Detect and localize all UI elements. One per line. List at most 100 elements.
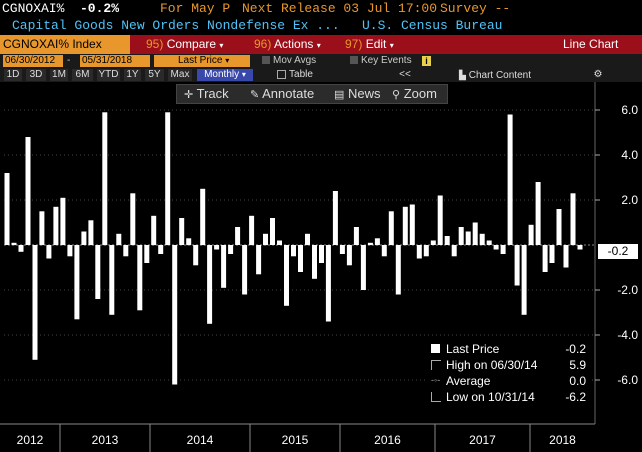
legend-high: High on 06/30/14 5.9 xyxy=(426,357,590,373)
bar xyxy=(542,245,548,272)
x-year-label: 2012 xyxy=(17,433,44,447)
period-button-5y[interactable]: 5Y xyxy=(145,69,164,81)
bar-chart: 6.04.02.0-2.0-4.0-6.0 2012 2013 2014 2015 20… xyxy=(0,82,638,452)
last-value: -0.2% xyxy=(80,1,120,16)
table-icon xyxy=(277,69,287,79)
gear-icon[interactable]: ⚙ xyxy=(593,69,603,80)
menu-bar xyxy=(0,35,642,54)
news-button[interactable]: ▤ News xyxy=(334,86,381,101)
table-toggle[interactable]: Table xyxy=(272,69,318,81)
period-button-max[interactable]: Max xyxy=(168,69,192,81)
end-date-input[interactable]: 05/31/2018 xyxy=(80,55,150,67)
bar xyxy=(325,245,331,322)
search-icon: ⚲ xyxy=(392,89,401,101)
news-icon: ▤ xyxy=(334,89,345,101)
period-button-3d[interactable]: 3D xyxy=(26,69,46,81)
pencil-icon: ✎ xyxy=(250,89,260,101)
view-type[interactable]: Line Chart xyxy=(563,37,619,51)
bar xyxy=(319,245,324,263)
bar xyxy=(284,245,289,306)
survey: Survey -- xyxy=(440,1,511,16)
security-description: Capital Goods New Orders Nondefense Ex .… xyxy=(12,18,340,33)
chevron-down-icon: ▾ xyxy=(316,41,321,50)
source: U.S. Census Bureau xyxy=(362,18,503,33)
track-button[interactable]: ✛ Track xyxy=(184,86,229,101)
bar xyxy=(458,227,464,245)
period-button-1d[interactable]: 1D xyxy=(4,69,22,81)
actions-menu[interactable]: 96) Actions ▾ xyxy=(254,37,321,51)
bar xyxy=(186,238,192,246)
bar xyxy=(179,218,185,245)
annotate-button[interactable]: ✎ Annotate xyxy=(250,86,315,101)
chevron-down-icon: ▾ xyxy=(389,41,394,50)
bar xyxy=(556,209,562,245)
for-period: For May P xyxy=(160,1,231,16)
bar xyxy=(465,231,471,245)
y-tick-label: 6.0 xyxy=(621,103,638,117)
bar xyxy=(88,220,94,246)
bar xyxy=(514,245,520,286)
frequency-select[interactable]: Monthly ▾ xyxy=(197,69,253,81)
x-year-label: 2017 xyxy=(469,433,496,447)
start-date-input[interactable]: 06/30/2012 xyxy=(3,55,63,67)
bar xyxy=(11,242,17,246)
period-button-1y[interactable]: 1Y xyxy=(124,69,141,81)
security-input[interactable]: CGNOXAI% Index xyxy=(0,35,130,54)
bar xyxy=(521,245,527,315)
bar xyxy=(67,245,73,257)
chevron-down-icon: ▾ xyxy=(219,41,224,50)
bar xyxy=(158,245,164,254)
bar xyxy=(46,245,52,259)
y-tick-label: -6.0 xyxy=(617,373,638,387)
bar xyxy=(256,245,262,275)
bar xyxy=(74,245,80,320)
bar xyxy=(32,245,38,360)
last-value-tag: -0.2 xyxy=(598,244,638,259)
bar xyxy=(291,245,296,257)
bar xyxy=(25,137,31,245)
bar xyxy=(235,227,241,245)
bar xyxy=(130,193,136,246)
key-events-toggle[interactable]: Key Events xyxy=(350,54,412,68)
y-tick-label: -4.0 xyxy=(617,328,638,342)
bar xyxy=(298,245,303,272)
bar xyxy=(535,182,541,245)
bar xyxy=(123,245,129,257)
bar xyxy=(577,245,583,250)
bar xyxy=(228,245,234,254)
bar xyxy=(200,188,206,246)
period-button-6m[interactable]: 6M xyxy=(72,69,93,81)
zoom-button[interactable]: ⚲ Zoom xyxy=(392,86,437,101)
bar xyxy=(39,211,45,246)
collapse-button[interactable]: << xyxy=(399,69,411,80)
bar xyxy=(137,245,143,311)
x-year-label: 2015 xyxy=(282,433,309,447)
bar xyxy=(102,112,108,246)
header-row: CGNOXAI% -0.2% For May P Next Release 03… xyxy=(0,0,642,17)
period-button-ytd[interactable]: YTD xyxy=(97,69,120,81)
bar xyxy=(346,245,352,266)
bar xyxy=(60,197,66,246)
chevron-down-icon: ▾ xyxy=(225,56,230,65)
bar xyxy=(207,245,213,324)
description-row: Capital Goods New Orders Nondefense Ex .… xyxy=(0,17,642,34)
bar xyxy=(18,245,24,252)
x-year-label: 2014 xyxy=(187,433,214,447)
period-button-1m[interactable]: 1M xyxy=(50,69,68,81)
x-year-label: 2018 xyxy=(549,433,576,447)
bar xyxy=(277,240,282,245)
bar xyxy=(430,240,436,245)
ticker-label: CGNOXAI% xyxy=(2,1,65,16)
bar xyxy=(472,222,478,245)
field-select[interactable]: Last Price ▾ xyxy=(176,55,250,67)
chart-content-button[interactable]: ▙ Chart Content xyxy=(459,70,531,81)
bar xyxy=(528,224,534,246)
edit-menu[interactable]: 97) Edit ▾ xyxy=(345,37,394,51)
bar xyxy=(507,114,513,245)
average-marker-icon: -◦- xyxy=(431,375,441,385)
bar xyxy=(144,245,150,263)
y-tick-label: 4.0 xyxy=(621,148,638,162)
mov-avgs-toggle[interactable]: Mov Avgs xyxy=(262,54,316,68)
compare-menu[interactable]: 95) Compare ▾ xyxy=(146,37,224,51)
info-icon[interactable]: i xyxy=(422,56,431,66)
